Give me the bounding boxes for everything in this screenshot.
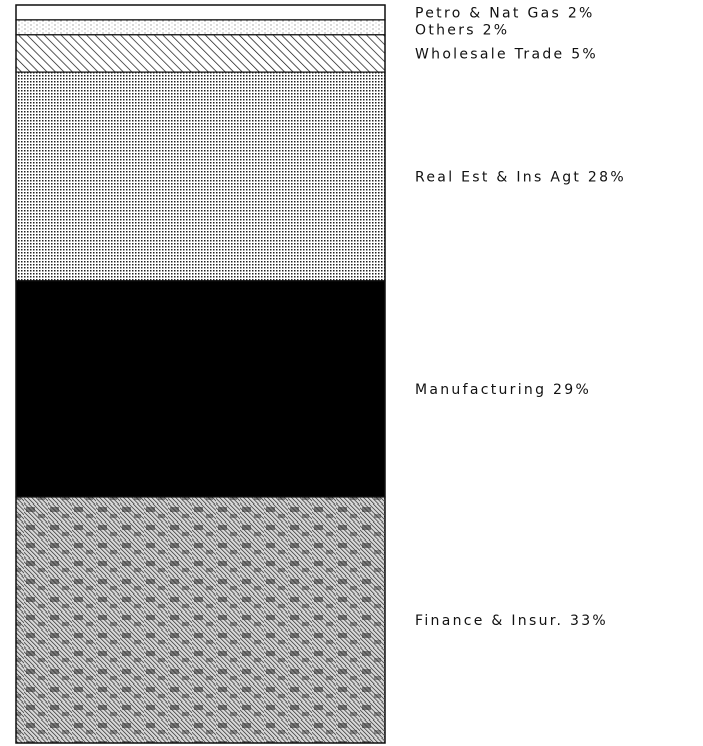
segment-label: Manufacturing 29% — [415, 382, 591, 398]
bar-frame — [15, 4, 386, 744]
segment-label: Others 2% — [415, 22, 509, 38]
segment-label: Petro & Nat Gas 2% — [415, 5, 595, 21]
bar-segment-petro-nat-gas — [15, 4, 386, 21]
bar-segment-manufacturing — [15, 280, 386, 498]
segment-label: Finance & Insur. 33% — [415, 613, 608, 629]
bar-segment-others — [15, 19, 386, 36]
bar-segment-wholesale-trade — [15, 34, 386, 73]
segment-label: Wholesale Trade 5% — [415, 46, 598, 62]
bar-segment-finance-insur — [15, 496, 386, 744]
segment-label: Real Est & Ins Agt 28% — [415, 169, 626, 185]
bar-segment-real-est-ins-agt — [15, 71, 386, 282]
